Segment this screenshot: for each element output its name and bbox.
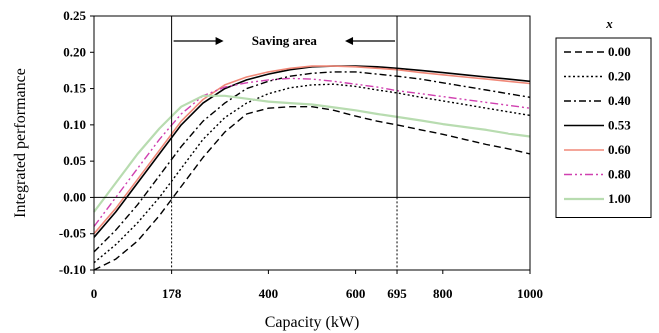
x-tick-label: 400 bbox=[259, 286, 279, 301]
y-tick-label: 0.25 bbox=[63, 8, 86, 23]
y-tick-label: 0.20 bbox=[63, 44, 86, 59]
x-axis-title: Capacity (kW) bbox=[265, 314, 360, 331]
series-line-1.00 bbox=[93, 94, 531, 213]
y-tick-label: -0.10 bbox=[59, 262, 86, 277]
y-tick-label: 0.10 bbox=[63, 117, 86, 132]
plot-area bbox=[93, 65, 531, 271]
series-line-0.53 bbox=[93, 65, 531, 238]
plot-frame bbox=[93, 15, 531, 271]
legend-title: x bbox=[605, 16, 613, 31]
arrow-left-head bbox=[345, 37, 354, 45]
x-tick-label: 1000 bbox=[517, 286, 543, 301]
legend: x 0.00 0.20 0.40 0.53 0.60 0.80 1.00 bbox=[555, 16, 652, 218]
y-tick-label: 0.00 bbox=[63, 189, 86, 204]
legend-label-0.00: 0.00 bbox=[608, 44, 631, 59]
series-line-0.00 bbox=[93, 105, 531, 271]
axes: -0.10 -0.05 0.00 0.05 0.10 0.15 0.20 0.25 0 178 40… bbox=[59, 8, 543, 301]
legend-label-0.60: 0.60 bbox=[608, 142, 631, 157]
x-tick-label: 0 bbox=[91, 286, 98, 301]
legend-label-1.00: 1.00 bbox=[608, 191, 631, 206]
legend-label-0.80: 0.80 bbox=[608, 167, 631, 182]
y-tick-label: 0.05 bbox=[63, 153, 86, 168]
y-tick-label: -0.05 bbox=[59, 226, 87, 241]
x-tick-label: 600 bbox=[346, 286, 366, 301]
x-tick-label: 178 bbox=[162, 286, 182, 301]
y-axis-title: Integrated performance bbox=[12, 68, 29, 218]
series-line-0.20 bbox=[93, 83, 531, 264]
x-tick-label: 800 bbox=[433, 286, 453, 301]
series-line-0.60 bbox=[93, 65, 531, 235]
x-tick-label: 695 bbox=[387, 286, 407, 301]
series-line-0.40 bbox=[93, 71, 531, 253]
saving-area-label: Saving area bbox=[252, 33, 318, 48]
y-tick-label: 0.15 bbox=[63, 81, 86, 96]
legend-label-0.20: 0.20 bbox=[608, 69, 631, 84]
legend-label-0.40: 0.40 bbox=[608, 93, 631, 108]
legend-label-0.53: 0.53 bbox=[608, 118, 631, 133]
arrow-right-head bbox=[215, 37, 224, 45]
series-line-0.80 bbox=[93, 77, 531, 227]
legend-box bbox=[555, 37, 652, 218]
